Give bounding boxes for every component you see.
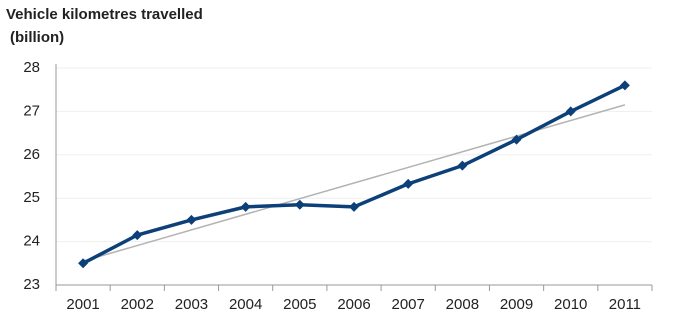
x-tick-label: 2008: [446, 296, 479, 313]
x-tick-label: 2007: [391, 296, 424, 313]
marker: [78, 258, 89, 269]
marker: [132, 230, 143, 241]
y-tick-label: 25: [23, 189, 40, 206]
marker: [511, 134, 522, 145]
marker: [619, 80, 630, 91]
chart-subtitle: (billion): [10, 29, 64, 46]
y-tick-label: 27: [23, 102, 40, 119]
x-tick-label: 2006: [337, 296, 370, 313]
x-tick-label: 2001: [66, 296, 99, 313]
x-tick-label: 2005: [283, 296, 316, 313]
y-tick-label: 28: [23, 59, 40, 76]
marker: [349, 201, 359, 212]
x-tick-label: 2011: [609, 296, 641, 313]
marker: [565, 106, 576, 117]
y-tick-label: 24: [23, 233, 40, 250]
marker: [186, 214, 197, 225]
series-line: [82, 83, 626, 265]
marker: [403, 178, 414, 189]
x-tick-label: 2002: [121, 296, 154, 313]
y-tick-label: 23: [23, 276, 40, 293]
x-tick-label: 2004: [229, 296, 262, 313]
x-tick-label: 2010: [554, 296, 587, 313]
marker: [457, 160, 468, 171]
x-tick-label: 2003: [175, 296, 208, 313]
chart-title: Vehicle kilometres travelled: [6, 6, 203, 23]
y-tick-label: 26: [23, 146, 40, 163]
marker: [294, 199, 305, 210]
marker: [240, 201, 251, 212]
trend-line: [82, 104, 626, 262]
x-tick-label: 2009: [500, 296, 533, 313]
